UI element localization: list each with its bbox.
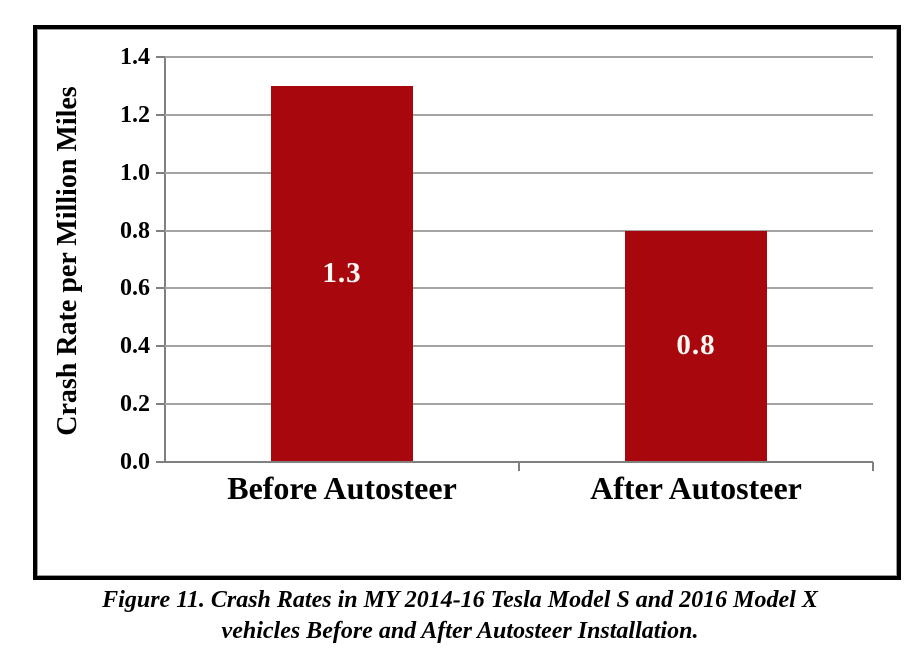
figure-border-box <box>33 25 901 580</box>
figure-caption: Figure 11. Crash Rates in MY 2014-16 Tes… <box>0 585 920 647</box>
figure-caption-line-2: vehicles Before and After Autosteer Inst… <box>221 618 699 644</box>
figure-inner-border <box>37 29 897 576</box>
figure-caption-line-1: Figure 11. Crash Rates in MY 2014-16 Tes… <box>102 587 818 613</box>
